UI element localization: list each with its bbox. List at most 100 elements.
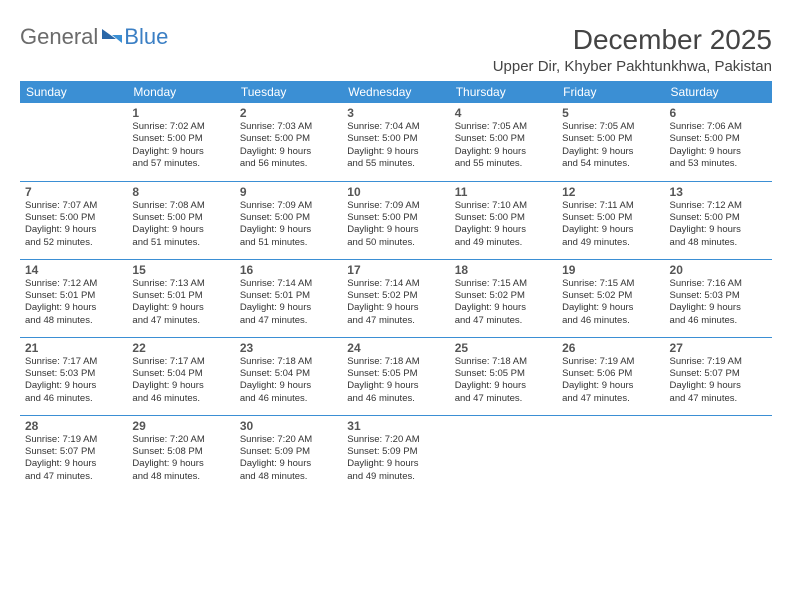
day-number: 4 bbox=[455, 106, 552, 120]
day-number: 10 bbox=[347, 185, 444, 199]
calendar-cell: 2Sunrise: 7:03 AMSunset: 5:00 PMDaylight… bbox=[235, 103, 342, 181]
sunset-text: Sunset: 5:06 PM bbox=[562, 368, 659, 380]
sunset-text: Sunset: 5:00 PM bbox=[240, 212, 337, 224]
calendar-cell: 8Sunrise: 7:08 AMSunset: 5:00 PMDaylight… bbox=[127, 181, 234, 259]
sunrise-text: Sunrise: 7:14 AM bbox=[240, 278, 337, 290]
daylight-text: and 51 minutes. bbox=[240, 237, 337, 249]
sunrise-text: Sunrise: 7:11 AM bbox=[562, 200, 659, 212]
sunrise-text: Sunrise: 7:19 AM bbox=[562, 356, 659, 368]
sunrise-text: Sunrise: 7:20 AM bbox=[347, 434, 444, 446]
calendar-cell: 16Sunrise: 7:14 AMSunset: 5:01 PMDayligh… bbox=[235, 259, 342, 337]
brand-part2: Blue bbox=[124, 24, 168, 50]
sunset-text: Sunset: 5:04 PM bbox=[240, 368, 337, 380]
calendar-cell: 21Sunrise: 7:17 AMSunset: 5:03 PMDayligh… bbox=[20, 337, 127, 415]
sunset-text: Sunset: 5:08 PM bbox=[132, 446, 229, 458]
sunrise-text: Sunrise: 7:15 AM bbox=[455, 278, 552, 290]
daylight-text: Daylight: 9 hours bbox=[347, 380, 444, 392]
daylight-text: Daylight: 9 hours bbox=[670, 146, 767, 158]
daylight-text: Daylight: 9 hours bbox=[240, 224, 337, 236]
daylight-text: and 47 minutes. bbox=[670, 393, 767, 405]
daylight-text: and 51 minutes. bbox=[132, 237, 229, 249]
sunset-text: Sunset: 5:00 PM bbox=[455, 212, 552, 224]
calendar-cell: 11Sunrise: 7:10 AMSunset: 5:00 PMDayligh… bbox=[450, 181, 557, 259]
daylight-text: Daylight: 9 hours bbox=[670, 380, 767, 392]
daylight-text: Daylight: 9 hours bbox=[25, 380, 122, 392]
calendar-week: 21Sunrise: 7:17 AMSunset: 5:03 PMDayligh… bbox=[20, 337, 772, 415]
calendar-cell: 29Sunrise: 7:20 AMSunset: 5:08 PMDayligh… bbox=[127, 415, 234, 493]
calendar-cell: 25Sunrise: 7:18 AMSunset: 5:05 PMDayligh… bbox=[450, 337, 557, 415]
daylight-text: Daylight: 9 hours bbox=[240, 146, 337, 158]
calendar-cell: 20Sunrise: 7:16 AMSunset: 5:03 PMDayligh… bbox=[665, 259, 772, 337]
day-number: 31 bbox=[347, 419, 444, 433]
daylight-text: and 48 minutes. bbox=[240, 471, 337, 483]
logo-sail-icon-2 bbox=[112, 35, 122, 43]
sunrise-text: Sunrise: 7:15 AM bbox=[562, 278, 659, 290]
daylight-text: and 47 minutes. bbox=[455, 393, 552, 405]
weekday-header: Saturday bbox=[665, 81, 772, 103]
sunset-text: Sunset: 5:01 PM bbox=[25, 290, 122, 302]
sunrise-text: Sunrise: 7:05 AM bbox=[562, 121, 659, 133]
calendar-week: 7Sunrise: 7:07 AMSunset: 5:00 PMDaylight… bbox=[20, 181, 772, 259]
sunrise-text: Sunrise: 7:07 AM bbox=[25, 200, 122, 212]
sunset-text: Sunset: 5:00 PM bbox=[455, 133, 552, 145]
brand-part1: General bbox=[20, 24, 98, 50]
sunset-text: Sunset: 5:00 PM bbox=[347, 133, 444, 145]
calendar-cell: 23Sunrise: 7:18 AMSunset: 5:04 PMDayligh… bbox=[235, 337, 342, 415]
sunset-text: Sunset: 5:01 PM bbox=[132, 290, 229, 302]
sunrise-text: Sunrise: 7:16 AM bbox=[670, 278, 767, 290]
daylight-text: and 55 minutes. bbox=[455, 158, 552, 170]
sunset-text: Sunset: 5:00 PM bbox=[25, 212, 122, 224]
daylight-text: and 46 minutes. bbox=[25, 393, 122, 405]
calendar-cell: 30Sunrise: 7:20 AMSunset: 5:09 PMDayligh… bbox=[235, 415, 342, 493]
daylight-text: and 49 minutes. bbox=[455, 237, 552, 249]
daylight-text: and 46 minutes. bbox=[670, 315, 767, 327]
weekday-header: Sunday bbox=[20, 81, 127, 103]
sunset-text: Sunset: 5:09 PM bbox=[347, 446, 444, 458]
sunset-text: Sunset: 5:09 PM bbox=[240, 446, 337, 458]
daylight-text: Daylight: 9 hours bbox=[670, 302, 767, 314]
calendar-cell: 10Sunrise: 7:09 AMSunset: 5:00 PMDayligh… bbox=[342, 181, 449, 259]
daylight-text: Daylight: 9 hours bbox=[455, 380, 552, 392]
calendar-cell: 6Sunrise: 7:06 AMSunset: 5:00 PMDaylight… bbox=[665, 103, 772, 181]
day-number: 12 bbox=[562, 185, 659, 199]
calendar-head: SundayMondayTuesdayWednesdayThursdayFrid… bbox=[20, 81, 772, 103]
daylight-text: and 54 minutes. bbox=[562, 158, 659, 170]
calendar-cell: 27Sunrise: 7:19 AMSunset: 5:07 PMDayligh… bbox=[665, 337, 772, 415]
calendar-cell-empty bbox=[20, 103, 127, 181]
day-number: 22 bbox=[132, 341, 229, 355]
day-number: 26 bbox=[562, 341, 659, 355]
daylight-text: Daylight: 9 hours bbox=[25, 458, 122, 470]
daylight-text: Daylight: 9 hours bbox=[25, 224, 122, 236]
daylight-text: and 56 minutes. bbox=[240, 158, 337, 170]
sunrise-text: Sunrise: 7:14 AM bbox=[347, 278, 444, 290]
calendar-cell: 31Sunrise: 7:20 AMSunset: 5:09 PMDayligh… bbox=[342, 415, 449, 493]
sunset-text: Sunset: 5:00 PM bbox=[240, 133, 337, 145]
sunrise-text: Sunrise: 7:06 AM bbox=[670, 121, 767, 133]
day-number: 30 bbox=[240, 419, 337, 433]
calendar-cell: 17Sunrise: 7:14 AMSunset: 5:02 PMDayligh… bbox=[342, 259, 449, 337]
sunset-text: Sunset: 5:07 PM bbox=[670, 368, 767, 380]
daylight-text: and 49 minutes. bbox=[347, 471, 444, 483]
sunrise-text: Sunrise: 7:20 AM bbox=[132, 434, 229, 446]
sunset-text: Sunset: 5:01 PM bbox=[240, 290, 337, 302]
daylight-text: and 47 minutes. bbox=[455, 315, 552, 327]
weekday-header: Friday bbox=[557, 81, 664, 103]
daylight-text: Daylight: 9 hours bbox=[562, 146, 659, 158]
daylight-text: Daylight: 9 hours bbox=[347, 302, 444, 314]
daylight-text: and 47 minutes. bbox=[132, 315, 229, 327]
daylight-text: and 46 minutes. bbox=[240, 393, 337, 405]
calendar-body: 1Sunrise: 7:02 AMSunset: 5:00 PMDaylight… bbox=[20, 103, 772, 493]
calendar-cell: 24Sunrise: 7:18 AMSunset: 5:05 PMDayligh… bbox=[342, 337, 449, 415]
day-number: 9 bbox=[240, 185, 337, 199]
daylight-text: Daylight: 9 hours bbox=[455, 224, 552, 236]
brand-logo: General Blue bbox=[20, 24, 168, 50]
day-number: 11 bbox=[455, 185, 552, 199]
daylight-text: and 49 minutes. bbox=[562, 237, 659, 249]
sunset-text: Sunset: 5:03 PM bbox=[670, 290, 767, 302]
daylight-text: and 57 minutes. bbox=[132, 158, 229, 170]
daylight-text: Daylight: 9 hours bbox=[132, 302, 229, 314]
calendar-cell: 14Sunrise: 7:12 AMSunset: 5:01 PMDayligh… bbox=[20, 259, 127, 337]
sunset-text: Sunset: 5:02 PM bbox=[455, 290, 552, 302]
sunrise-text: Sunrise: 7:13 AM bbox=[132, 278, 229, 290]
day-number: 28 bbox=[25, 419, 122, 433]
